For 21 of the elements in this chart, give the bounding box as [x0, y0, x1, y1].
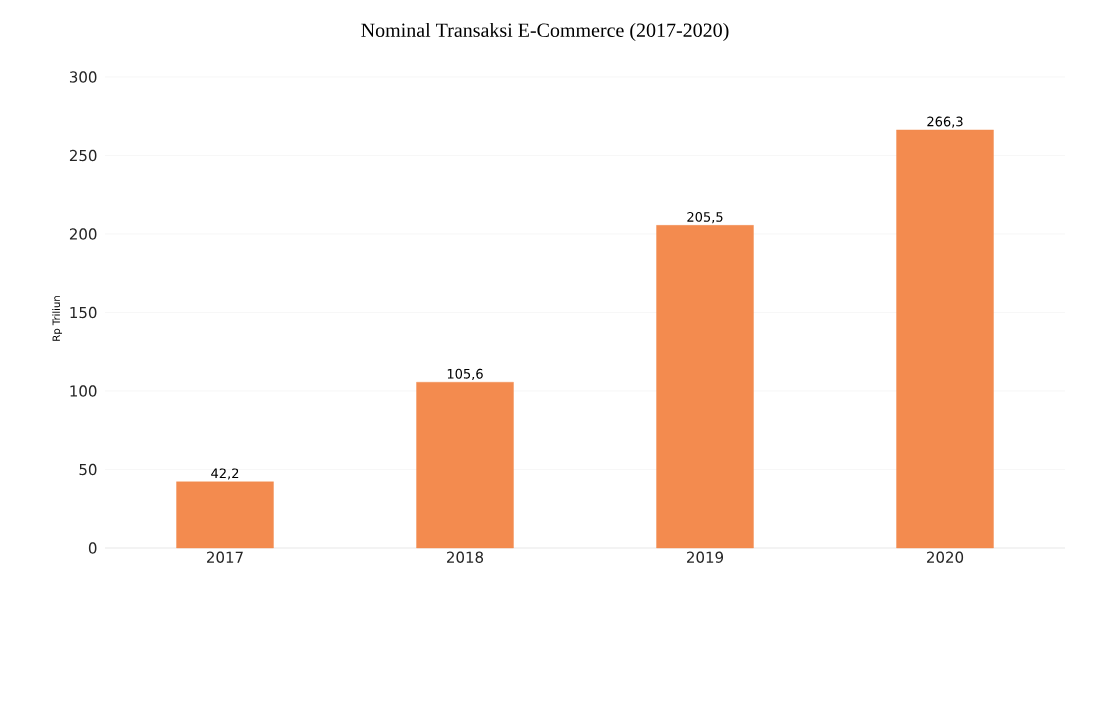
data-label: 205,5	[687, 212, 723, 224]
x-tick-label: 2018	[447, 551, 484, 563]
bar	[896, 129, 994, 549]
data-label: 42,2	[211, 468, 239, 480]
data-label: 105,6	[447, 368, 483, 380]
x-tick-label: 2019	[687, 551, 724, 563]
y-tick-label: 150	[70, 306, 97, 319]
y-tick-label: 250	[69, 149, 97, 162]
chart-title: Nominal Transaksi E-Commerce (2017-2020)	[361, 22, 729, 42]
x-tick-label: 2020	[927, 551, 964, 563]
x-tick-label: 2017	[207, 551, 243, 563]
y-axis-title: Rp Triliun	[52, 296, 62, 341]
y-tick-label: 100	[70, 385, 97, 397]
bar	[656, 225, 754, 549]
y-tick-label: 50	[79, 463, 97, 476]
y-tick-label: 0	[88, 542, 97, 554]
bar	[176, 481, 274, 549]
y-tick-label: 200	[69, 228, 97, 240]
bar	[416, 382, 514, 549]
data-label: 266,3	[927, 116, 963, 128]
y-tick-label: 300	[69, 71, 97, 83]
